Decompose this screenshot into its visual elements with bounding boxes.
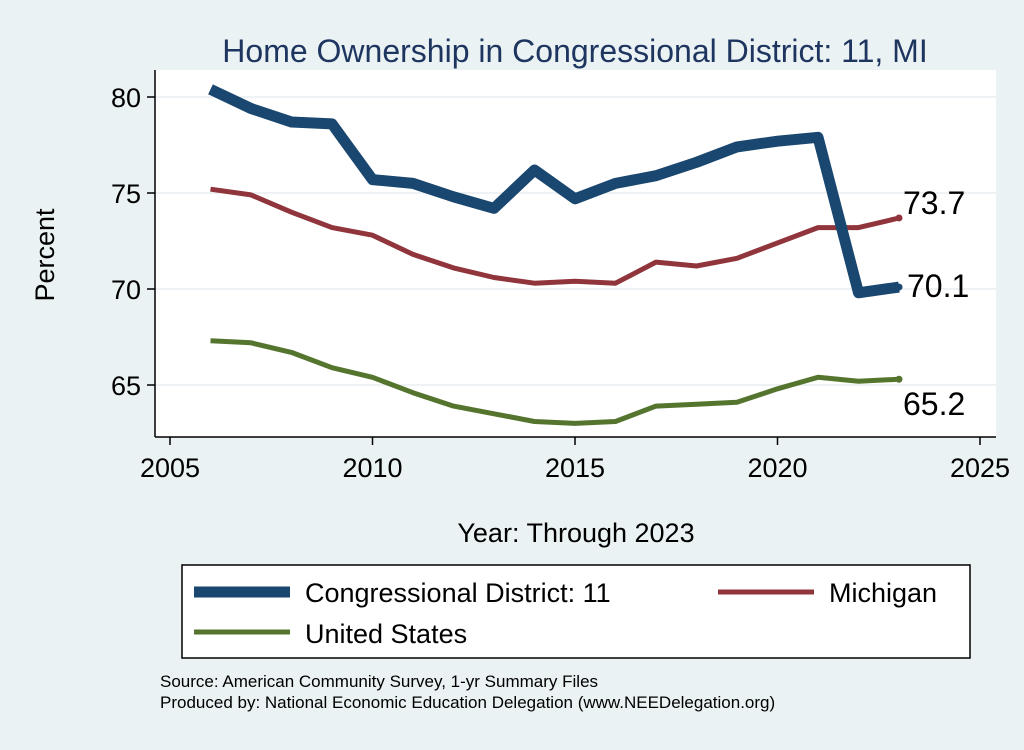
- legend-label-michigan: Michigan: [829, 578, 937, 608]
- legend-label-united-states: United States: [305, 619, 467, 649]
- end-label-united-states: 65.2: [903, 386, 965, 422]
- chart-title: Home Ownership in Congressional District…: [222, 33, 927, 69]
- end-label-congressional-district: 70.1: [907, 268, 969, 304]
- y-axis-title: Percent: [30, 208, 60, 302]
- y-tick-label-75: 75: [111, 179, 141, 209]
- y-tick-label-65: 65: [111, 371, 141, 401]
- x-tick-label-2015: 2015: [545, 453, 605, 483]
- series-end-point-michigan: [895, 214, 903, 222]
- legend-label-congressional-district: Congressional District: 11: [305, 578, 611, 608]
- series: [208, 84, 903, 426]
- axes: 65 70 75 80 2005 2010 2015 2020 2025: [111, 70, 1010, 483]
- y-tick-label-80: 80: [111, 83, 141, 113]
- x-tick-label-2020: 2020: [747, 453, 807, 483]
- legend: Congressional District: 11 Michigan Unit…: [181, 564, 971, 659]
- series-line-united-states: [210, 338, 900, 426]
- x-axis-title: Year: Through 2023: [457, 518, 694, 548]
- legend-box: [181, 564, 971, 659]
- end-labels: 70.1 73.7 65.2: [903, 185, 969, 422]
- plot-area: [155, 70, 996, 437]
- source-note: Source: American Community Survey, 1-yr …: [160, 672, 598, 691]
- series-end-point-congressional-district: [895, 283, 903, 291]
- series-end-point-united-states: [895, 375, 903, 383]
- x-tick-label-2010: 2010: [342, 453, 402, 483]
- x-tick-label-2025: 2025: [950, 453, 1010, 483]
- end-label-michigan: 73.7: [903, 185, 965, 221]
- series-line-michigan: [210, 186, 900, 286]
- produced-by-note: Produced by: National Economic Education…: [160, 693, 775, 712]
- x-tick-label-2005: 2005: [140, 453, 200, 483]
- y-tick-label-70: 70: [111, 275, 141, 305]
- series-line-congressional-district: [208, 84, 900, 299]
